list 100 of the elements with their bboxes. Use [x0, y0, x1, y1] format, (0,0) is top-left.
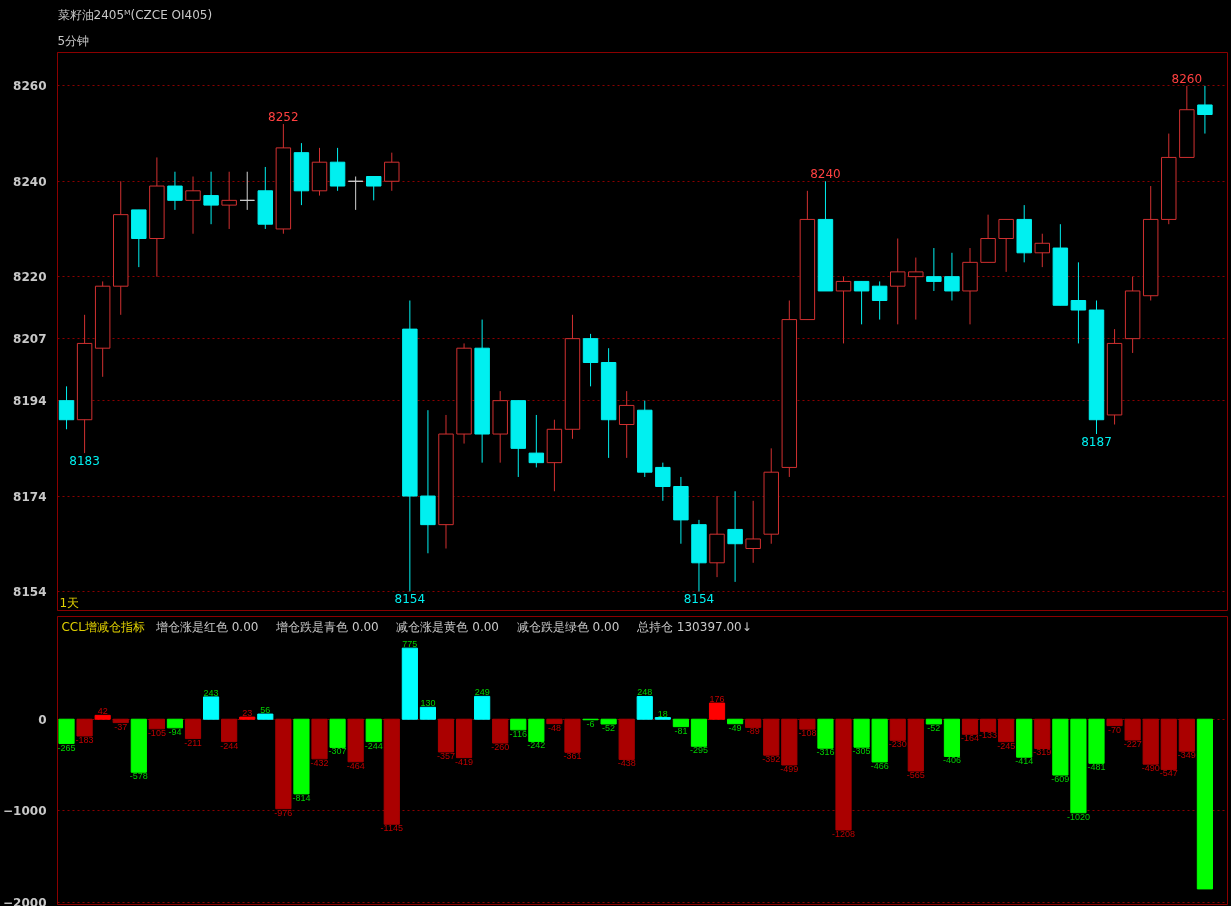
candlestick: [221, 171, 237, 230]
data-label: 248: [637, 687, 653, 698]
data-label: -295: [689, 745, 708, 756]
annotation: 1天: [59, 595, 80, 610]
candlestick: [727, 490, 743, 583]
annotation: 8260: [1171, 71, 1203, 86]
candlestick: [908, 257, 924, 321]
bar: [889, 718, 906, 741]
data-label: -183: [75, 735, 94, 746]
bar: [492, 718, 509, 744]
y-tick-label: 8260: [13, 79, 47, 94]
data-label: -349: [1177, 750, 1196, 761]
data-label: -414: [1015, 756, 1034, 767]
candlestick: [1197, 85, 1213, 135]
bar: [925, 718, 942, 725]
data-label: -814: [292, 792, 311, 803]
data-label: -49: [728, 722, 742, 733]
bar: [347, 718, 364, 763]
annotation: 增仓涨是红色 0.00: [154, 619, 259, 634]
candlestick: [926, 247, 942, 292]
annotation: 8252: [268, 110, 299, 125]
data-label: -305: [852, 746, 871, 757]
y-tick-label: −2000: [3, 895, 47, 906]
bar: [221, 718, 238, 743]
bar: [727, 718, 744, 725]
chart-title: CCL增减仓指标: [61, 619, 145, 634]
data-label: -245: [997, 740, 1016, 751]
bar: [184, 718, 202, 740]
chart-title: 菜籽油2405ᴹ(CZCE OI405): [57, 7, 213, 22]
bar: [708, 702, 726, 720]
bar: [401, 647, 418, 720]
bar: [763, 718, 780, 756]
data-label: -48: [547, 722, 561, 733]
candlestick: [871, 280, 888, 321]
y-tick-label: 8194: [13, 394, 47, 409]
candlestick: [582, 333, 599, 387]
bar: [1196, 718, 1213, 890]
data-label: -406: [942, 755, 961, 766]
data-label: 176: [709, 694, 725, 705]
bar: [672, 718, 689, 728]
bar: [166, 718, 184, 729]
data-label: -116: [509, 728, 527, 739]
data-label: -419: [455, 756, 474, 767]
data-label: -1208: [832, 829, 856, 840]
data-label: -464: [346, 760, 365, 771]
data-label: -547: [1159, 768, 1178, 779]
data-label: -481: [1087, 762, 1106, 773]
data-label: -1145: [380, 823, 403, 834]
annotation: 减仓涨是黄色 0.00: [396, 619, 500, 634]
candlestick: [203, 171, 219, 225]
data-label: -133: [979, 730, 998, 741]
data-label: -432: [310, 757, 329, 768]
bar: [76, 718, 93, 737]
data-label: -105: [147, 727, 166, 738]
data-label: -319: [1033, 747, 1052, 758]
candlestick: [835, 276, 852, 344]
data-label: -392: [762, 754, 781, 765]
data-label: -242: [527, 740, 546, 751]
bar: [1016, 718, 1033, 758]
candlestick: [365, 176, 382, 201]
data-label: 42: [97, 706, 108, 717]
data-label: -244: [364, 740, 383, 751]
candlestick: [185, 176, 201, 235]
bar: [311, 718, 328, 760]
annotation: 总持仓 130397.00↓: [636, 619, 752, 634]
data-label: -230: [888, 739, 907, 750]
bar: [979, 718, 997, 732]
data-label: 249: [474, 687, 490, 698]
annotation: 8187: [1081, 435, 1112, 450]
candlestick: [1034, 233, 1051, 268]
data-label: -244: [220, 740, 239, 751]
bar: [58, 718, 75, 745]
annotation: 增仓跌是青色 0.00: [275, 619, 379, 634]
data-label: -499: [780, 763, 799, 774]
bar: [329, 718, 346, 748]
bar: [275, 718, 292, 810]
data-label: -361: [563, 751, 582, 762]
data-label: -94: [168, 726, 182, 737]
y-tick-label: 8154: [13, 584, 47, 599]
candlestick: [745, 500, 761, 564]
bar: [112, 718, 129, 724]
bar: [835, 718, 852, 831]
data-label: -976: [274, 807, 293, 818]
y-tick-label: 0: [38, 712, 47, 727]
bar: [1160, 718, 1177, 770]
candlestick: [944, 252, 960, 301]
data-label: -89: [746, 726, 760, 737]
bar: [745, 718, 762, 728]
candlestick: [853, 280, 870, 325]
bar: [130, 718, 147, 773]
bar: [455, 718, 473, 759]
data-label: -52: [602, 723, 616, 733]
annotation: 8154: [394, 592, 426, 607]
data-label: 130: [420, 698, 436, 709]
bar: [239, 716, 256, 720]
bar: [1034, 718, 1051, 749]
data-label: -609: [1051, 774, 1070, 785]
bar: [257, 713, 274, 720]
bar: [618, 718, 635, 760]
data-label: 243: [203, 687, 219, 698]
